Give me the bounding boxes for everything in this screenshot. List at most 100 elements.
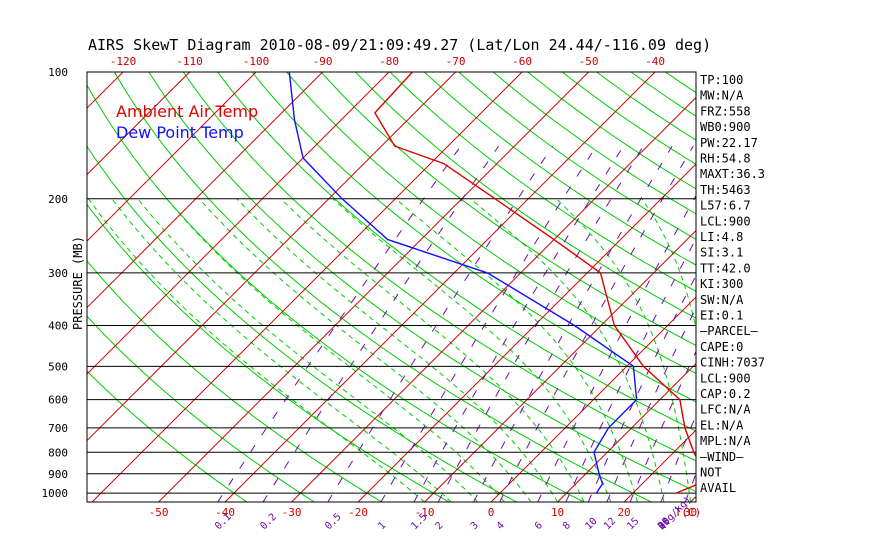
dew-point-temp-line: [288, 72, 638, 494]
stat-entry: L57:6.7: [700, 199, 751, 213]
pressure-tick-label: 1000: [42, 487, 69, 500]
bottom-temp-tick-label: -10: [415, 506, 435, 519]
moist-adiabat: [166, 198, 505, 502]
stat-entry: MAXT:36.3: [700, 167, 765, 181]
pressure-tick-label: 900: [48, 468, 68, 481]
bottom-temp-tick-label: -30: [282, 506, 302, 519]
moist-adiabat: [280, 198, 585, 502]
dry-adiabat: [424, 72, 696, 266]
dry-adiabat: [492, 72, 696, 215]
stat-entry: LFC:N/A: [700, 403, 751, 417]
stat-entry: TT:42.0: [700, 261, 751, 275]
legend-dew-point-temp: Dew Point Temp: [116, 123, 244, 142]
bottom-temp-tick-label: -20: [348, 506, 368, 519]
stat-entry: TP:100: [700, 73, 743, 87]
isotherm: [158, 72, 589, 502]
chart-title: AIRS SkewT Diagram 2010-08-09/21:09:49.2…: [88, 36, 711, 54]
dry-adiabat: [769, 72, 870, 502]
stat-entry: AVAIL: [700, 481, 736, 495]
isotherm: [490, 296, 696, 502]
pressure-tick-label: 800: [48, 446, 68, 459]
y-axis-label: PRESSURE (MB): [71, 236, 85, 330]
stat-entry: CINH:7037: [700, 356, 765, 370]
mixing-ratio-line: [738, 146, 870, 502]
dry-adiabat: [527, 72, 696, 190]
dry-adiabat: [113, 72, 652, 502]
dry-adiabat: [355, 72, 696, 319]
top-temp-tick-label: -100: [243, 55, 270, 68]
bottom-temp-tick-label: 0: [488, 506, 495, 519]
mixing-ratio-tick-label: 0.2: [258, 512, 279, 533]
stat-entry: WB0:900: [700, 120, 751, 134]
top-temperature-axis: -120 -110 -100 -90 -80 -70 -60 -50 -40: [110, 55, 665, 68]
dry-adiabat: [182, 72, 696, 462]
stat-entry: –PARCEL–: [700, 324, 759, 338]
mixing-ratio-tick-label: 1: [376, 520, 388, 532]
bottom-temp-tick-label: -50: [149, 506, 169, 519]
pressure-tick-label: 400: [48, 320, 68, 333]
mixing-ratio-tick-label: 8: [561, 520, 573, 532]
stat-entry: EI:0.1: [700, 309, 743, 323]
dry-adiabat: [87, 370, 248, 502]
diagram-grid: [87, 72, 870, 502]
top-temp-tick-label: -120: [110, 55, 137, 68]
moist-adiabat: [395, 198, 638, 502]
pressure-tick-label: 300: [48, 267, 68, 280]
dry-adiabat: [389, 72, 696, 292]
isotherm: [291, 96, 696, 502]
mixing-ratio-tick-label: 6: [533, 520, 545, 532]
dry-adiabat: [87, 260, 382, 502]
mixing-ratio-tick-label: 10: [583, 516, 599, 532]
pressure-tick-label: 600: [48, 394, 68, 407]
isotherm: [557, 362, 696, 502]
stat-entry: CAPE:0: [700, 340, 743, 354]
stat-entry: PW:22.17: [700, 136, 758, 150]
isotherm: [224, 72, 656, 502]
moist-adiabat: [111, 198, 452, 502]
stat-entry: EL:N/A: [700, 418, 744, 432]
stat-entry: CAP:0.2: [700, 387, 751, 401]
dry-adiabat: [320, 72, 696, 347]
moist-adiabat: [198, 198, 532, 502]
isotherm: [87, 72, 190, 176]
moist-adiabat: [137, 198, 479, 502]
stat-entry: KI:300: [700, 277, 743, 291]
stat-entry: –WIND–: [700, 450, 744, 464]
sounding-profiles: [288, 72, 696, 494]
moist-adiabat: [641, 198, 696, 331]
isotherm: [87, 72, 323, 309]
isotherm: [87, 72, 456, 442]
isotherm: [757, 72, 870, 502]
moist-adiabat: [236, 198, 559, 502]
mixing-ratio-line: [380, 145, 597, 502]
top-temp-tick-label: -80: [379, 55, 399, 68]
mixing-ratio-tick-label: 12: [602, 516, 618, 532]
moist-adiabat: [470, 198, 665, 502]
dry-adiabat: [458, 72, 696, 240]
isotherm: [357, 163, 696, 502]
mixing-ratio-tick-label: 3: [469, 520, 481, 532]
bottom-temp-tick-label: 30: [684, 506, 697, 519]
dry-adiabat: [87, 315, 315, 502]
bottom-temperature-axis: -50 -40 -30 -20 -10 0 10 20 30T(C): [149, 506, 702, 519]
top-temp-tick-label: -70: [446, 55, 466, 68]
dry-adiabat: [251, 72, 696, 403]
stat-entry: MPL:N/A: [700, 434, 751, 448]
stat-entry: MW:N/A: [700, 89, 744, 103]
dry-adiabat: [803, 72, 870, 502]
pressure-tick-label: 500: [48, 360, 68, 373]
isotherm: [87, 72, 257, 242]
stat-entry: FRZ:558: [700, 104, 751, 118]
dry-adiabat: [87, 203, 450, 502]
mixing-ratio-tick-label: 2: [433, 520, 445, 532]
dry-adiabat: [217, 72, 696, 432]
pressure-tick-label: 100: [48, 66, 68, 79]
isobar-lines: [87, 198, 696, 494]
bottom-temp-tick-label: -40: [215, 506, 235, 519]
top-temp-tick-label: -60: [512, 55, 532, 68]
isotherm: [87, 72, 390, 375]
dry-adiabat: [838, 72, 870, 502]
pressure-tick-label: 700: [48, 422, 68, 435]
